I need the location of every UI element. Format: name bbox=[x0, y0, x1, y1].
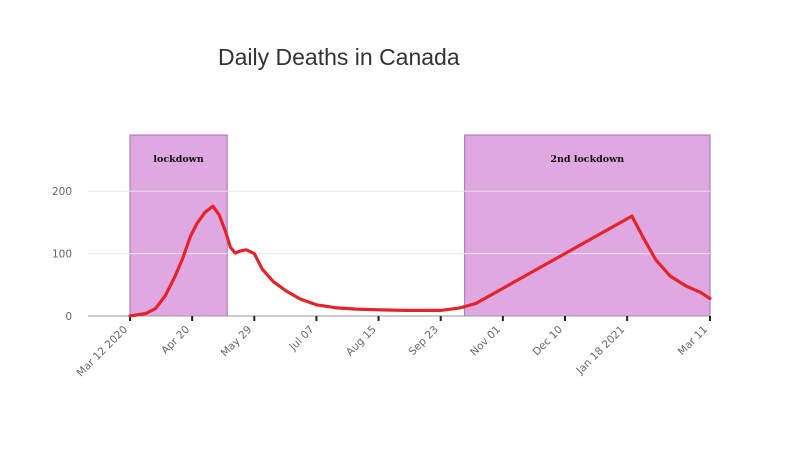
x-tick-label: Aug 15 bbox=[344, 324, 379, 359]
x-tick-label: Dec 10 bbox=[530, 324, 565, 359]
shaded-region bbox=[129, 134, 228, 317]
y-tick-label: 200 bbox=[52, 186, 72, 198]
series-line bbox=[128, 204, 712, 318]
y-tick-label: 0 bbox=[65, 311, 72, 323]
x-tick-label: Jan 18 2021 bbox=[574, 324, 628, 378]
shaded-region-label: 2nd lockdown bbox=[550, 154, 624, 165]
x-tick-label: Mar 11 bbox=[676, 324, 710, 358]
shaded-region-label: lockdown bbox=[153, 154, 203, 165]
x-tick-label: Apr 20 bbox=[159, 324, 192, 357]
x-tick-label: May 29 bbox=[219, 324, 255, 360]
x-tick-label: Jul 07 bbox=[287, 324, 317, 354]
chart-title: Daily Deaths in Canada bbox=[218, 44, 460, 70]
x-tick-label: Nov 01 bbox=[468, 324, 503, 359]
x-tick-label: Sep 23 bbox=[407, 324, 441, 358]
y-tick-label: 100 bbox=[52, 249, 72, 261]
x-tick-label: Mar 12 2020 bbox=[75, 324, 131, 380]
